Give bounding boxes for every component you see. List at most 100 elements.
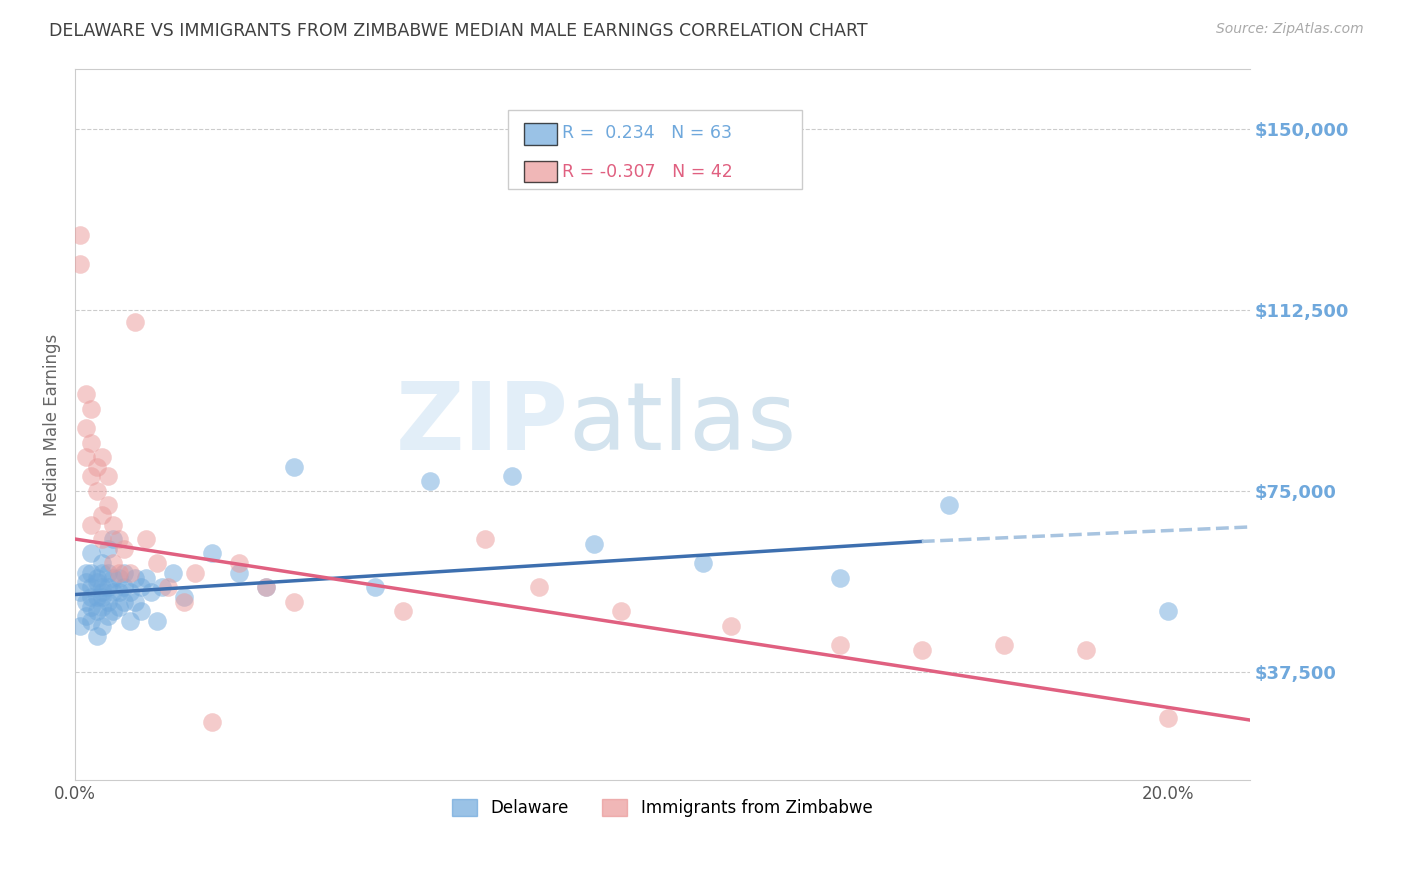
Point [828, 571, 851, 585]
Point [720, 619, 742, 633]
Point [610, 604, 633, 618]
Point [91, 566, 114, 580]
Point [103, 556, 125, 570]
Point [75, 595, 97, 609]
Point [80, 469, 103, 483]
Point [86, 628, 108, 642]
Point [124, 595, 146, 609]
Point [112, 595, 135, 609]
Text: DELAWARE VS IMMIGRANTS FROM ZIMBABWE MEDIAN MALE EARNINGS CORRELATION CHART: DELAWARE VS IMMIGRANTS FROM ZIMBABWE MED… [49, 22, 868, 40]
Point [103, 532, 125, 546]
Point [283, 595, 305, 609]
Point [118, 566, 141, 580]
Point [75, 387, 97, 401]
Point [200, 715, 222, 730]
Text: Source: ZipAtlas.com: Source: ZipAtlas.com [1216, 22, 1364, 37]
Text: atlas: atlas [568, 378, 797, 470]
Point [91, 532, 114, 546]
Point [107, 599, 129, 614]
Point [97, 595, 120, 609]
Point [91, 450, 114, 464]
Point [69, 585, 91, 599]
Point [97, 566, 120, 580]
Point [69, 619, 91, 633]
Point [75, 566, 97, 580]
Point [118, 614, 141, 628]
Point [91, 590, 114, 604]
Point [75, 609, 97, 624]
Point [200, 547, 222, 561]
Point [173, 595, 195, 609]
Point [112, 541, 135, 556]
Point [141, 585, 163, 599]
Point [938, 498, 960, 512]
Point [80, 517, 103, 532]
Point [184, 566, 207, 580]
Point [75, 421, 97, 435]
Point [254, 580, 277, 594]
Point [364, 580, 387, 594]
Point [173, 590, 195, 604]
Point [911, 643, 934, 657]
Point [86, 590, 108, 604]
Point [80, 435, 103, 450]
Point [112, 566, 135, 580]
Point [80, 401, 103, 416]
Point [91, 556, 114, 570]
Point [86, 483, 108, 498]
Point [80, 614, 103, 628]
Point [135, 532, 157, 546]
Point [97, 469, 120, 483]
Point [97, 609, 120, 624]
Point [103, 604, 125, 618]
Point [1156, 604, 1178, 618]
Point [828, 638, 851, 652]
Text: ZIP: ZIP [395, 378, 568, 470]
Point [112, 580, 135, 594]
Point [80, 599, 103, 614]
Point [501, 469, 523, 483]
Point [86, 604, 108, 618]
Point [692, 556, 714, 570]
Point [1074, 643, 1097, 657]
Text: R = -0.307   N = 42: R = -0.307 N = 42 [561, 163, 733, 181]
Point [80, 580, 103, 594]
Point [107, 566, 129, 580]
Point [91, 599, 114, 614]
Point [91, 585, 114, 599]
Point [419, 474, 441, 488]
Point [254, 580, 277, 594]
Point [75, 450, 97, 464]
Point [124, 571, 146, 585]
Point [162, 566, 184, 580]
Point [80, 590, 103, 604]
Point [993, 638, 1015, 652]
Point [135, 571, 157, 585]
Point [86, 459, 108, 474]
Point [97, 541, 120, 556]
Point [529, 580, 551, 594]
Point [228, 566, 250, 580]
Point [124, 315, 146, 329]
Point [103, 571, 125, 585]
Point [1156, 710, 1178, 724]
Text: R =  0.234   N = 63: R = 0.234 N = 63 [561, 124, 731, 142]
Point [86, 571, 108, 585]
Point [91, 508, 114, 522]
Point [107, 585, 129, 599]
Point [283, 459, 305, 474]
Point [91, 619, 114, 633]
Point [80, 547, 103, 561]
Point [391, 604, 413, 618]
Point [69, 227, 91, 242]
Point [146, 614, 169, 628]
Point [474, 532, 496, 546]
Point [97, 498, 120, 512]
Point [80, 566, 103, 580]
Point [118, 585, 141, 599]
Point [103, 517, 125, 532]
Point [129, 580, 152, 594]
Point [156, 580, 179, 594]
Point [107, 532, 129, 546]
Point [152, 580, 174, 594]
